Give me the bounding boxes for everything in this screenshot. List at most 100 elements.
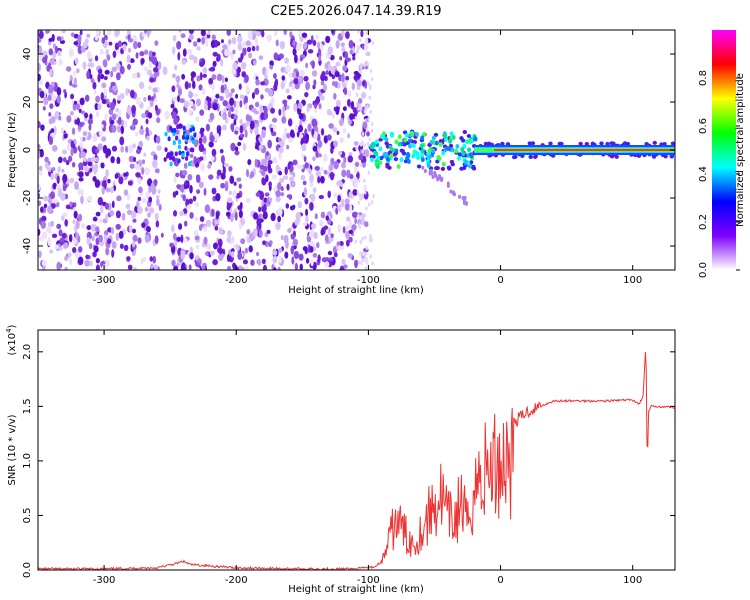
noise-mark <box>47 198 52 204</box>
noise-mark <box>150 263 154 270</box>
noise-mark <box>290 233 296 240</box>
noise-mark <box>226 30 232 36</box>
noise-mark <box>322 153 328 162</box>
noise-mark <box>51 167 56 172</box>
noise-mark <box>320 80 325 86</box>
noise-mark <box>105 187 111 193</box>
tail-mark <box>451 190 455 195</box>
noise-mark <box>97 196 104 206</box>
noise-mark <box>147 112 153 119</box>
noise-mark <box>337 82 341 89</box>
noise-mark <box>183 162 188 169</box>
noise-mark <box>256 251 260 257</box>
noise-mark <box>361 236 364 241</box>
noise-mark <box>129 89 135 99</box>
noise-mark <box>345 216 351 222</box>
noise-mark <box>370 128 374 133</box>
noise-mark <box>115 223 121 230</box>
noise-mark <box>51 233 58 239</box>
noise-mark <box>115 210 121 219</box>
noise-mark <box>188 108 192 117</box>
noise-mark <box>189 211 194 219</box>
x-tick-label: -200 <box>225 275 248 286</box>
noise-mark <box>205 123 211 132</box>
noise-mark <box>155 194 160 200</box>
noise-mark <box>95 111 100 118</box>
noise-mark <box>351 224 357 231</box>
colorbar-label: Normalized spectral amplitude <box>735 73 746 227</box>
noise-mark <box>141 222 146 229</box>
noise-mark <box>341 161 346 169</box>
noise-mark <box>145 225 151 233</box>
signal-mark <box>187 161 192 167</box>
noise-mark <box>39 53 44 62</box>
noise-mark <box>209 134 215 143</box>
noise-mark <box>198 181 204 189</box>
noise-mark <box>155 220 160 228</box>
noise-mark <box>250 259 255 266</box>
noise-mark <box>371 261 374 266</box>
carrier-core <box>494 149 675 151</box>
noise-mark <box>296 42 301 52</box>
noise-mark <box>245 40 251 46</box>
noise-mark <box>354 217 358 225</box>
noise-mark <box>126 194 131 201</box>
noise-mark <box>239 100 243 108</box>
noise-mark <box>68 48 75 57</box>
noise-mark <box>274 30 278 36</box>
signal-mark <box>374 139 379 145</box>
noise-mark <box>269 60 274 67</box>
colorbar-fill <box>712 30 736 270</box>
noise-mark <box>82 131 87 137</box>
noise-mark <box>178 223 183 230</box>
noise-mark <box>71 143 76 149</box>
noise-mark <box>213 39 219 48</box>
noise-mark <box>61 232 67 239</box>
noise-mark <box>42 106 46 111</box>
noise-mark <box>104 69 110 75</box>
noise-mark <box>49 103 54 109</box>
noise-mark <box>144 206 149 212</box>
halo-mark <box>483 141 489 146</box>
noise-mark <box>287 163 291 170</box>
noise-mark <box>224 117 229 124</box>
signal-mark <box>172 140 176 146</box>
noise-mark <box>333 140 338 148</box>
noise-mark <box>97 73 101 83</box>
halo-mark <box>385 164 390 169</box>
noise-mark <box>366 131 370 137</box>
noise-mark <box>227 230 232 237</box>
snr-multiplier: (x104) <box>5 324 18 355</box>
noise-mark <box>324 234 329 243</box>
y-tick-label: 20 <box>22 96 33 109</box>
noise-mark <box>93 245 99 253</box>
noise-mark <box>142 159 146 165</box>
noise-mark <box>203 103 209 111</box>
noise-mark <box>38 45 42 54</box>
noise-mark <box>79 97 85 106</box>
noise-mark <box>366 62 370 67</box>
noise-mark <box>58 229 63 237</box>
noise-mark <box>284 251 289 259</box>
noise-mark <box>310 258 314 267</box>
noise-mark <box>343 264 348 269</box>
noise-mark <box>69 111 75 116</box>
colorbar-tick-label: 0.4 <box>698 166 709 182</box>
noise-mark <box>126 209 133 216</box>
noise-mark <box>128 225 133 233</box>
noise-mark <box>349 113 355 121</box>
noise-mark <box>342 65 348 72</box>
noise-mark <box>356 79 363 87</box>
noise-mark <box>111 113 117 121</box>
halo-mark <box>528 154 533 159</box>
noise-mark <box>231 123 235 133</box>
noise-mark <box>153 154 158 162</box>
signal-mark <box>177 144 181 150</box>
noise-mark <box>348 191 353 199</box>
noise-mark <box>297 102 303 110</box>
noise-mark <box>272 156 278 164</box>
noise-mark <box>352 189 358 196</box>
noise-mark <box>360 192 364 197</box>
noise-mark <box>64 219 68 227</box>
noise-mark <box>131 72 138 79</box>
